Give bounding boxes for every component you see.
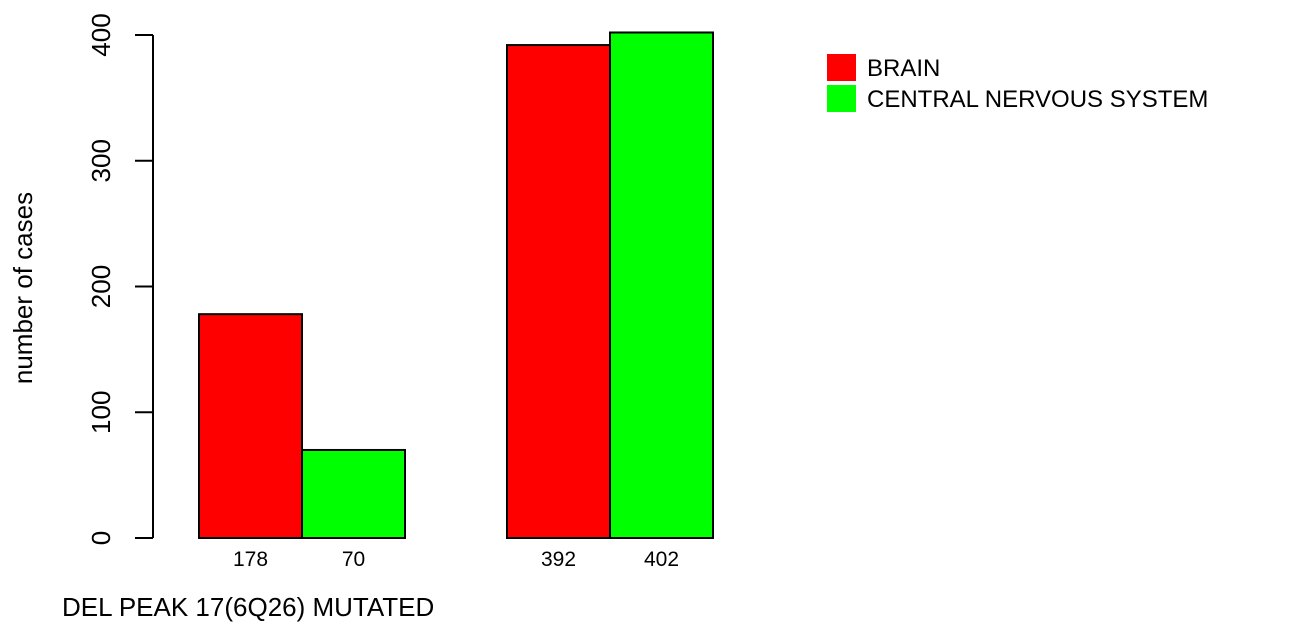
bar-value-label: 70 bbox=[342, 548, 365, 571]
bar-labels-layer: 178 392 70 402 bbox=[233, 548, 679, 571]
bar-value-label: 402 bbox=[644, 548, 679, 571]
y-axis-title: number of cases bbox=[8, 192, 38, 384]
y-tick-label: 0 bbox=[86, 531, 116, 545]
legend: BRAIN CENTRAL NERVOUS SYSTEM bbox=[827, 54, 1208, 113]
bar-cns-group-2 bbox=[610, 32, 713, 538]
legend-label-brain: BRAIN bbox=[867, 55, 940, 82]
y-tick-label: 300 bbox=[86, 139, 116, 182]
y-axis: 0 100 200 300 400 bbox=[86, 13, 153, 545]
bar-value-label: 178 bbox=[233, 548, 268, 571]
bar-value-label: 392 bbox=[541, 548, 576, 571]
legend-label-cns: CENTRAL NERVOUS SYSTEM bbox=[867, 86, 1208, 113]
legend-swatch-cns bbox=[827, 85, 856, 112]
bar-brain-group-1 bbox=[199, 314, 302, 538]
legend-swatch-brain bbox=[827, 54, 856, 81]
x-axis-title: DEL PEAK 17(6Q26) MUTATED bbox=[62, 592, 434, 622]
y-tick-label: 400 bbox=[86, 13, 116, 56]
bar-cns-group-1 bbox=[302, 450, 405, 538]
y-tick-label: 200 bbox=[86, 265, 116, 308]
bar-brain-group-2 bbox=[507, 45, 610, 538]
bars-layer bbox=[199, 32, 713, 538]
y-tick-label: 100 bbox=[86, 391, 116, 434]
